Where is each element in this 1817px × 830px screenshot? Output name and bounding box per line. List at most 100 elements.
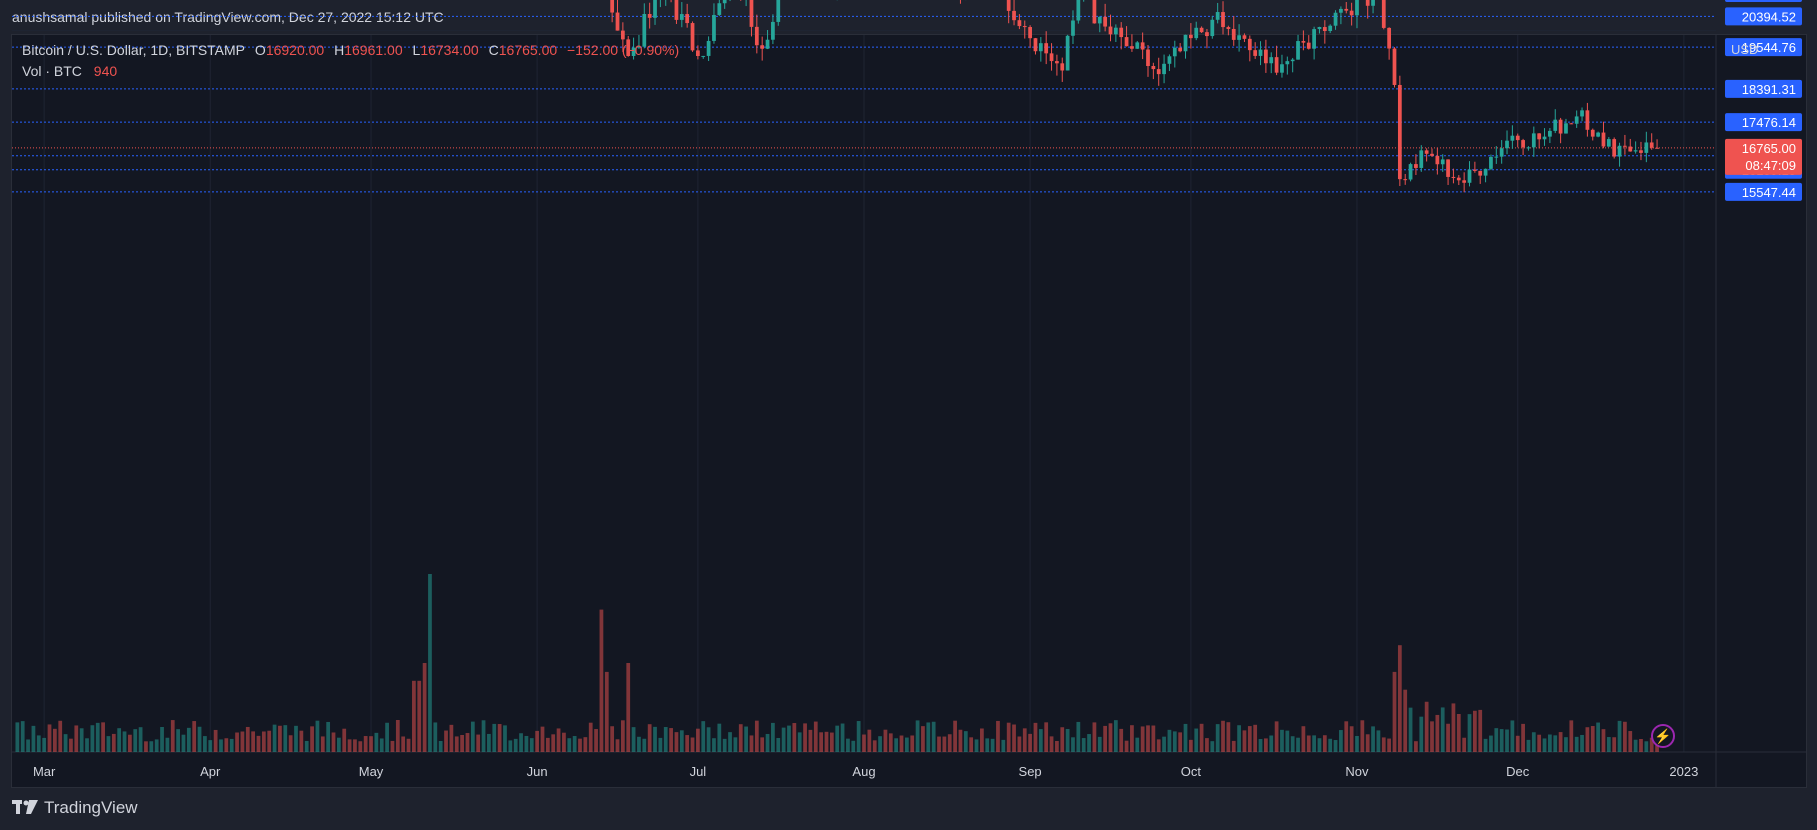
candle-body [1419, 150, 1424, 168]
candle-body [1237, 35, 1241, 40]
volume-bar [299, 730, 304, 752]
candle-body [1178, 47, 1183, 52]
volume-bar [610, 726, 615, 752]
candle-body [1215, 12, 1220, 20]
candle-body [1510, 135, 1515, 141]
chart-panel[interactable] [11, 34, 1807, 788]
candle-body [1033, 38, 1038, 52]
volume-bar [1371, 726, 1375, 752]
volume-bar [712, 738, 716, 752]
candle-body [1333, 12, 1338, 26]
volume-bar [1108, 723, 1113, 752]
volume-bar [1365, 734, 1370, 752]
candle-body [1280, 64, 1284, 73]
candle-body [1505, 140, 1509, 149]
candle-body [1392, 48, 1397, 85]
volume-bar [160, 726, 164, 752]
volume-bar [1360, 720, 1365, 752]
volume-bar [878, 736, 882, 752]
volume-bar [58, 720, 63, 752]
volume-bar [95, 722, 100, 752]
candle-body [1151, 66, 1156, 70]
volume-bar [1022, 728, 1027, 752]
volume-bar [192, 721, 197, 752]
volume-bar [696, 728, 700, 752]
countdown-label: 08:47:09 [1745, 158, 1796, 173]
volume-bar [1489, 735, 1493, 752]
level-label-bg [1725, 38, 1802, 57]
footer-brand[interactable]: TradingView [12, 798, 138, 818]
candle-body [1183, 34, 1188, 52]
candle-body [1253, 50, 1258, 56]
volume-bar [637, 736, 641, 752]
volume-bar [760, 737, 765, 752]
volume-bar [1553, 735, 1558, 752]
volume-bar [910, 735, 915, 752]
level-label-bg [1725, 7, 1802, 26]
volume-bar [797, 732, 802, 752]
candle-body [1119, 27, 1124, 38]
candle-body [1472, 169, 1477, 171]
volume-bar [803, 723, 807, 752]
candle-body [1387, 27, 1392, 49]
volume-bar [862, 734, 866, 752]
volume-bar [1580, 734, 1584, 752]
volume-bar [438, 741, 443, 752]
volume-bar [588, 722, 593, 752]
candle-body [1146, 49, 1150, 67]
volume-bar [647, 724, 652, 752]
price-axis: 46763.0944299.4142095.8939692.0436620.46… [1725, 0, 1802, 201]
candle-body [1156, 69, 1161, 75]
volume-bar [915, 720, 920, 752]
candle-body [1301, 41, 1306, 43]
volume-bar [320, 736, 325, 752]
volume-bar [492, 723, 497, 752]
candle-body [1553, 119, 1558, 131]
volume-bar [1012, 724, 1016, 752]
volume-bar [176, 729, 180, 752]
candle-body [637, 46, 641, 48]
candle-body [1451, 176, 1456, 178]
candle-body [1071, 20, 1075, 36]
volume-bar [1183, 723, 1188, 752]
volume-bar [476, 734, 481, 752]
low-label: L [412, 42, 421, 58]
volume-bar [572, 736, 577, 752]
volume-bar [1419, 716, 1424, 752]
volume-bar [144, 741, 148, 752]
candle-body [1365, 0, 1370, 6]
volume-bar [851, 740, 856, 752]
volume-bar [969, 737, 974, 752]
candle-body [1135, 42, 1140, 49]
volume-bar [1451, 703, 1456, 752]
volume-bar [867, 729, 872, 752]
volume-bar [513, 738, 518, 752]
volume-bar [122, 731, 127, 752]
candle-body [1322, 27, 1327, 31]
candle-body [1639, 150, 1643, 153]
candle-body [1247, 38, 1252, 51]
candle-body [701, 55, 706, 57]
time-tick-label: Nov [1345, 764, 1369, 779]
candle-body [1531, 133, 1536, 148]
volume-bar [229, 738, 234, 752]
volume-bar [701, 721, 706, 752]
candle-body [1344, 8, 1349, 11]
candle-body [610, 0, 615, 13]
volume-bar [149, 741, 154, 752]
volume-bar [808, 729, 813, 752]
volume-bar [620, 720, 625, 752]
time-tick-label: Mar [33, 764, 56, 779]
candle-body [1226, 27, 1231, 29]
candle-body [1317, 27, 1322, 30]
volume-bar [1381, 737, 1386, 752]
volume-bar [390, 740, 395, 752]
lightning-icon[interactable]: ⚡ [1651, 724, 1675, 748]
volume-bar [208, 740, 213, 752]
candle-body [1328, 25, 1333, 31]
candle-body [1274, 57, 1279, 73]
volume-bar [1033, 722, 1038, 752]
volume-bar [1628, 731, 1633, 752]
volume-bar [69, 738, 73, 752]
